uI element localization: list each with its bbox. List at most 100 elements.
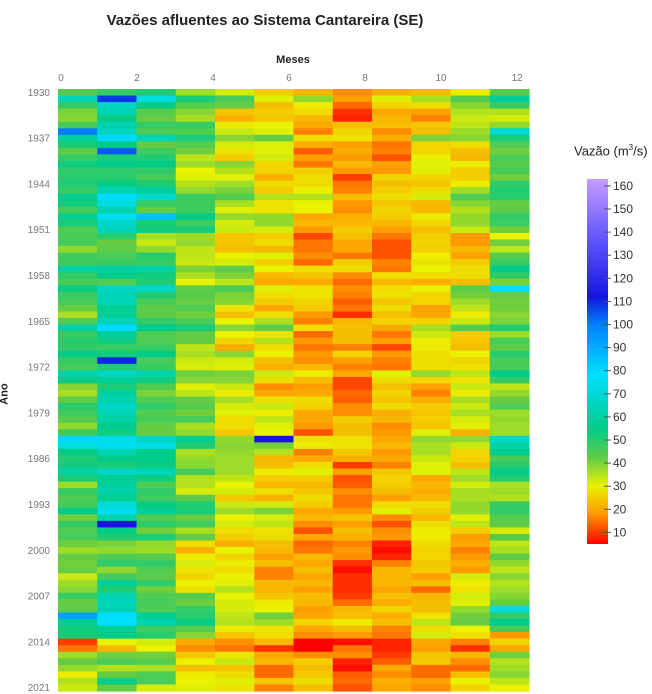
heatmap-cell-1984-11 — [489, 442, 530, 450]
chart-title: Vazões afluentes ao Sistema Cantareira (… — [106, 12, 424, 29]
heatmap-cell-1978-3 — [175, 403, 216, 411]
heatmap-cell-1984-10 — [450, 442, 491, 450]
heatmap-cell-1937-2 — [136, 134, 177, 142]
heatmap-cell-1979-7 — [332, 409, 373, 417]
heatmap-cell-1935-3 — [175, 121, 216, 129]
heatmap-cell-1945-6 — [293, 187, 334, 195]
heatmap-cell-1968-4 — [215, 337, 255, 345]
heatmap-cell-1983-0 — [58, 435, 98, 443]
heatmap-cell-1984-5 — [254, 442, 295, 450]
heatmap-cell-1997-2 — [136, 527, 177, 535]
heatmap-cell-1984-2 — [136, 442, 177, 450]
x-tick-10: 10 — [435, 73, 447, 84]
heatmap-cell-1943-1 — [97, 174, 138, 182]
heatmap-cell-2013-11 — [489, 632, 530, 640]
heatmap-cell-1954-8 — [372, 246, 412, 254]
heatmap-cell-1986-7 — [332, 455, 373, 463]
heatmap-cell-1939-9 — [411, 147, 452, 156]
heatmap-cell-2008-6 — [293, 599, 334, 607]
heatmap-cell-1995-4 — [215, 514, 255, 522]
heatmap-cell-1935-11 — [489, 121, 530, 129]
heatmap-cell-2007-1 — [97, 592, 138, 600]
heatmap-cell-1938-2 — [136, 141, 177, 149]
heatmap-cell-1991-9 — [411, 488, 452, 496]
heatmap-cell-1979-4 — [215, 409, 255, 417]
heatmap-cell-1963-4 — [215, 304, 255, 313]
heatmap-cell-2019-4 — [215, 671, 255, 679]
heatmap-cell-1932-9 — [411, 102, 452, 110]
heatmap-cell-1949-11 — [489, 213, 530, 221]
heatmap-cell-1990-3 — [175, 481, 216, 489]
heatmap-cell-2017-6 — [293, 658, 334, 666]
heatmap-cell-1932-7 — [332, 102, 373, 110]
heatmap-cell-2018-7 — [332, 664, 373, 672]
heatmap-cell-1975-7 — [332, 383, 373, 391]
heatmap-cell-1954-11 — [489, 246, 530, 254]
heatmap-cell-1955-0 — [58, 252, 98, 260]
heatmap-cell-2020-3 — [175, 677, 216, 686]
heatmap-cell-1956-8 — [372, 259, 412, 267]
heatmap-cell-1949-2 — [136, 213, 177, 221]
heatmap-cell-2002-11 — [489, 560, 530, 568]
heatmap-cell-1991-0 — [58, 488, 98, 496]
heatmap-cell-1942-1 — [97, 167, 138, 175]
heatmap-cell-1989-8 — [372, 475, 412, 483]
heatmap-cell-1997-1 — [97, 527, 138, 535]
colorbar-tick-60: 60 — [613, 410, 627, 424]
heatmap-cell-1970-11 — [489, 350, 530, 358]
heatmap-cell-2019-6 — [293, 671, 334, 679]
heatmap-cell-2005-5 — [254, 579, 295, 587]
heatmap-cell-1948-9 — [411, 206, 452, 214]
heatmap-cell-1960-7 — [332, 285, 373, 293]
heatmap-cell-1931-3 — [175, 95, 216, 103]
heatmap-cell-2011-7 — [332, 619, 373, 627]
heatmap-cell-1976-1 — [97, 390, 138, 398]
heatmap-cell-2017-9 — [411, 658, 452, 666]
heatmap-cell-1996-5 — [254, 520, 295, 529]
heatmap-cell-1942-8 — [372, 167, 412, 175]
heatmap-cell-1957-8 — [372, 265, 412, 273]
heatmap-cell-1943-0 — [58, 174, 98, 182]
heatmap-cell-1941-9 — [411, 160, 452, 169]
heatmap-cell-1980-3 — [175, 416, 216, 424]
heatmap-cell-1995-10 — [450, 514, 491, 522]
heatmap-cell-1946-9 — [411, 193, 452, 201]
heatmap-cell-1953-11 — [489, 239, 530, 247]
heatmap-cell-1965-8 — [372, 318, 412, 326]
heatmap-cell-2020-7 — [332, 677, 373, 686]
heatmap-cell-1972-6 — [293, 363, 334, 371]
heatmap-cell-1976-6 — [293, 390, 334, 398]
heatmap-cell-1948-11 — [489, 206, 530, 214]
heatmap-cell-1961-4 — [215, 291, 255, 299]
heatmap-cell-1931-10 — [450, 95, 491, 103]
heatmap-cell-1939-2 — [136, 147, 177, 156]
heatmap-cell-1947-0 — [58, 200, 98, 208]
heatmap-cell-1940-6 — [293, 154, 334, 162]
heatmap-cell-1986-8 — [372, 455, 412, 463]
heatmap-cell-2012-1 — [97, 625, 138, 633]
heatmap-cell-1958-6 — [293, 272, 334, 280]
heatmap-cell-1965-11 — [489, 318, 530, 326]
x-tick-2: 2 — [134, 73, 140, 84]
y-tick-1930: 1930 — [28, 88, 51, 99]
heatmap-cell-1959-10 — [450, 278, 491, 286]
heatmap-cell-1976-2 — [136, 390, 177, 398]
x-tick-4: 4 — [210, 73, 216, 84]
heatmap-cell-1998-7 — [332, 533, 373, 542]
heatmap-cell-1951-6 — [293, 226, 334, 234]
heatmap-cell-1995-7 — [332, 514, 373, 522]
heatmap-cell-2017-4 — [215, 658, 255, 666]
heatmap-cell-2003-6 — [293, 566, 334, 574]
heatmap-cell-1993-3 — [175, 501, 216, 509]
heatmap-cell-2015-11 — [489, 645, 530, 653]
heatmap-cell-1941-10 — [450, 160, 491, 169]
heatmap-cell-1936-7 — [332, 128, 373, 136]
heatmap-cell-1998-5 — [254, 533, 295, 542]
heatmap-cell-1980-8 — [372, 416, 412, 424]
heatmap-cell-1953-7 — [332, 239, 373, 247]
heatmap-cell-1981-8 — [372, 422, 412, 430]
heatmap-cell-1930-8 — [372, 89, 412, 97]
heatmap-cell-1963-1 — [97, 304, 138, 313]
heatmap-cell-2006-4 — [215, 586, 255, 594]
heatmap-cell-1982-3 — [175, 429, 216, 437]
